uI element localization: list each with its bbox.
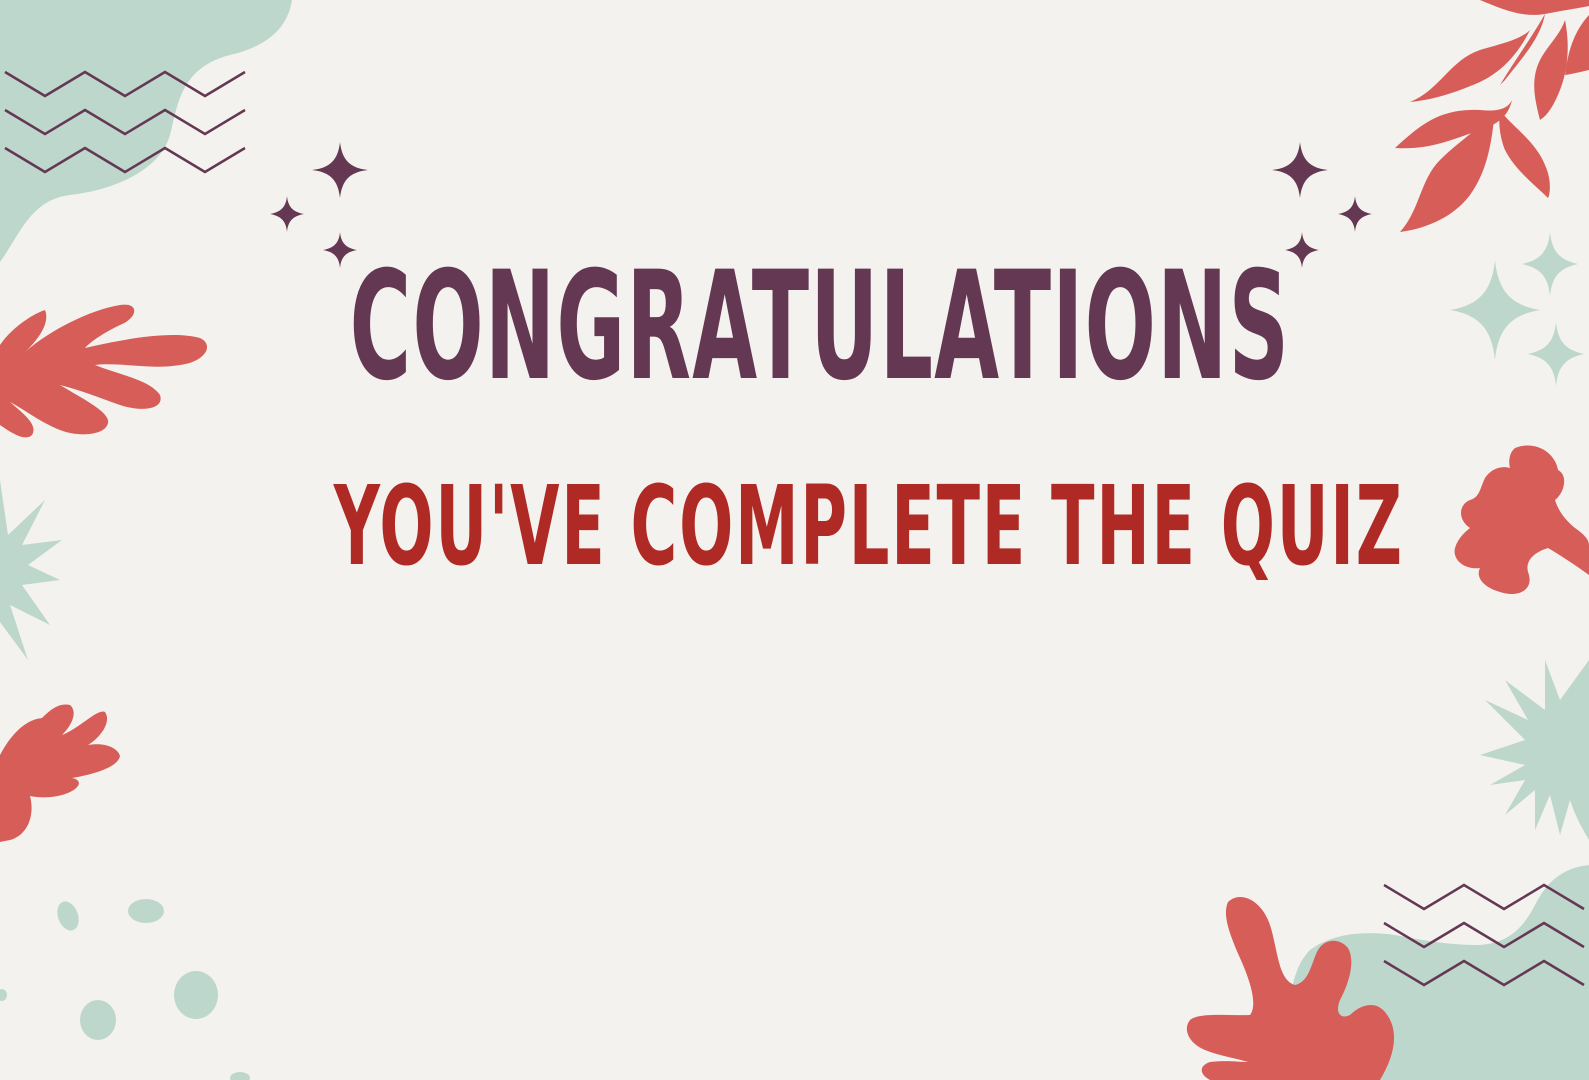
sage-dots: [0, 899, 250, 1080]
coral-leaf-left: [0, 304, 208, 438]
sparkle-icon: [1285, 232, 1319, 268]
zigzag-lines-bottom-right: [1383, 883, 1585, 987]
sparkle-icon: [1272, 142, 1328, 198]
sparkle-icon: [1522, 232, 1578, 296]
coral-leaf-bottom-right: [1186, 896, 1395, 1080]
sparkle-icon: [323, 232, 357, 268]
zigzag-lines-top-left: [4, 70, 246, 174]
sage-sparkle-icons: [1450, 232, 1584, 386]
sage-starburst-left: [0, 480, 62, 660]
sparkle-icon: [270, 196, 304, 232]
sparkle-icons-left: [270, 142, 368, 268]
sparkle-icons-right: [1272, 142, 1372, 268]
sparkle-icon: [1450, 260, 1540, 360]
quiz-complete-subtitle: YOU'VE COMPLETE THE QUIZ: [333, 462, 1404, 590]
sage-starburst-right: [1480, 660, 1589, 840]
coral-cloud-right: [1454, 445, 1589, 594]
sparkle-icon: [312, 142, 368, 198]
sage-blob-top-left: [0, 0, 292, 262]
sparkle-icon: [1338, 196, 1372, 232]
coral-leaf-lower-left: [0, 704, 120, 842]
sparkle-icon: [1528, 322, 1584, 386]
congratulations-title: CONGRATULATIONS: [349, 240, 1291, 414]
coral-leaf-branch-top-right: [1395, 0, 1589, 232]
